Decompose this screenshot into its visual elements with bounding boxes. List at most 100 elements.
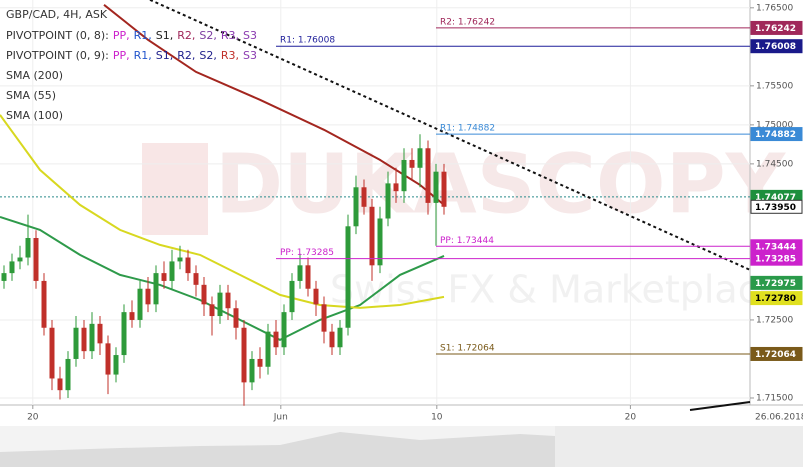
candle-body [25, 238, 31, 258]
legend-level: S1, [156, 49, 173, 62]
candle-body [121, 312, 127, 356]
legend-entry: PIVOTPOINT (0, 9): PP, R1, S1, R2, S2, R3, S3 [6, 49, 257, 62]
navigator-area [0, 432, 555, 467]
candle-body [137, 288, 143, 320]
price-box [750, 251, 803, 266]
candle-body [385, 183, 391, 219]
legend-entry: SMA (55) [6, 89, 56, 102]
legend-level: S2, [199, 49, 216, 62]
candle-body [89, 323, 95, 352]
sma-line [103, 4, 445, 206]
pivot-label: PP: 1.73285 [280, 248, 334, 258]
candle-body [289, 280, 295, 313]
candle-body [345, 226, 351, 328]
price-box-label: 1.73285 [755, 255, 796, 265]
pivot-label: PP: 1.73444 [440, 236, 494, 246]
candle-body [1, 273, 7, 281]
legend-level: R1, [134, 49, 152, 62]
candle-body [433, 171, 439, 203]
candle-body [65, 358, 71, 391]
legend-name: PIVOTPOINT (0, 9): [6, 49, 109, 62]
candle-body [225, 292, 231, 309]
candle-body [73, 327, 79, 359]
candle-body [209, 304, 215, 317]
watermark-logo [142, 143, 208, 235]
candle-body [361, 187, 367, 207]
y-tick-label: 1.76500 [756, 3, 793, 13]
price-box [750, 20, 803, 35]
legend-level: S3 [243, 49, 257, 62]
price-box-label: 1.72780 [755, 294, 796, 304]
legend-level: S3 [243, 29, 257, 42]
candle-body [337, 327, 343, 348]
drawing-line [689, 401, 751, 411]
legend-level: R2, [177, 49, 195, 62]
candle-body [113, 355, 119, 375]
legend-level: PP, [113, 29, 130, 42]
legend-level: R2, [177, 29, 195, 42]
candle-body [97, 323, 103, 344]
legend-entry: SMA (100) [6, 109, 63, 122]
candle-body [401, 159, 407, 192]
price-box [750, 127, 803, 142]
y-tick-label: 1.75000 [756, 120, 793, 130]
candle-body [153, 273, 159, 305]
price-box-label: 1.72975 [755, 279, 796, 289]
price-box-label: 1.72064 [755, 350, 796, 360]
candle-body [169, 261, 175, 281]
candle-body [105, 343, 111, 375]
legend-level: PP, [113, 49, 130, 62]
price-box [750, 291, 803, 306]
pivot-label: R2: 1.76242 [440, 17, 495, 27]
candle-body [441, 171, 447, 207]
x-tick-label: 20 [27, 413, 39, 423]
candle-body [81, 327, 87, 352]
legend-level: S1, [156, 29, 173, 42]
legend-level: R1, [134, 29, 152, 42]
legend-level: R3, [221, 49, 239, 62]
candle-body [17, 257, 23, 262]
candle-body [305, 265, 311, 289]
navigator-window [555, 426, 803, 467]
candle-body [321, 304, 327, 332]
sma-line [0, 114, 445, 309]
candle-body [161, 273, 167, 281]
price-box [750, 275, 803, 290]
candle-body [57, 378, 63, 391]
candle-body [41, 280, 47, 328]
candle-body [233, 308, 239, 328]
plot-area [0, 0, 751, 406]
candle-body [281, 312, 287, 348]
candle-body [33, 238, 39, 281]
candle-body [241, 327, 247, 383]
price-box-label: 1.76242 [755, 24, 796, 34]
legend-level: R3, [221, 29, 239, 42]
candle-body [393, 183, 399, 192]
candle-body [257, 358, 263, 367]
candle-body [129, 312, 135, 320]
legend-entry: SMA (200) [6, 69, 63, 82]
x-tick-label: 20 [625, 413, 637, 423]
pivot-label: R1: 1.76008 [280, 36, 335, 46]
x-tick-label: Jun [273, 413, 288, 423]
candle-body [273, 331, 279, 348]
price-box-label: 1.73950 [755, 203, 796, 213]
candle-body [185, 257, 191, 274]
candle-body [353, 187, 359, 227]
candle-body [145, 288, 151, 305]
candle-body [217, 292, 223, 317]
candle-body [249, 358, 255, 383]
price-box [750, 199, 803, 214]
candle-body [297, 265, 303, 281]
legend-entry: PIVOTPOINT (0, 8): PP, R1, S1, R2, S2, R3, S3 [6, 29, 257, 42]
price-box [750, 39, 803, 54]
price-box-label: 1.74882 [755, 130, 796, 140]
candle-body [369, 206, 375, 266]
candle-body [329, 331, 335, 348]
candle-body [377, 218, 383, 266]
candle-body [265, 331, 271, 367]
price-box-label: 1.73444 [755, 242, 796, 252]
pivot-label: R1: 1.74882 [440, 124, 495, 134]
candle-body [201, 284, 207, 305]
